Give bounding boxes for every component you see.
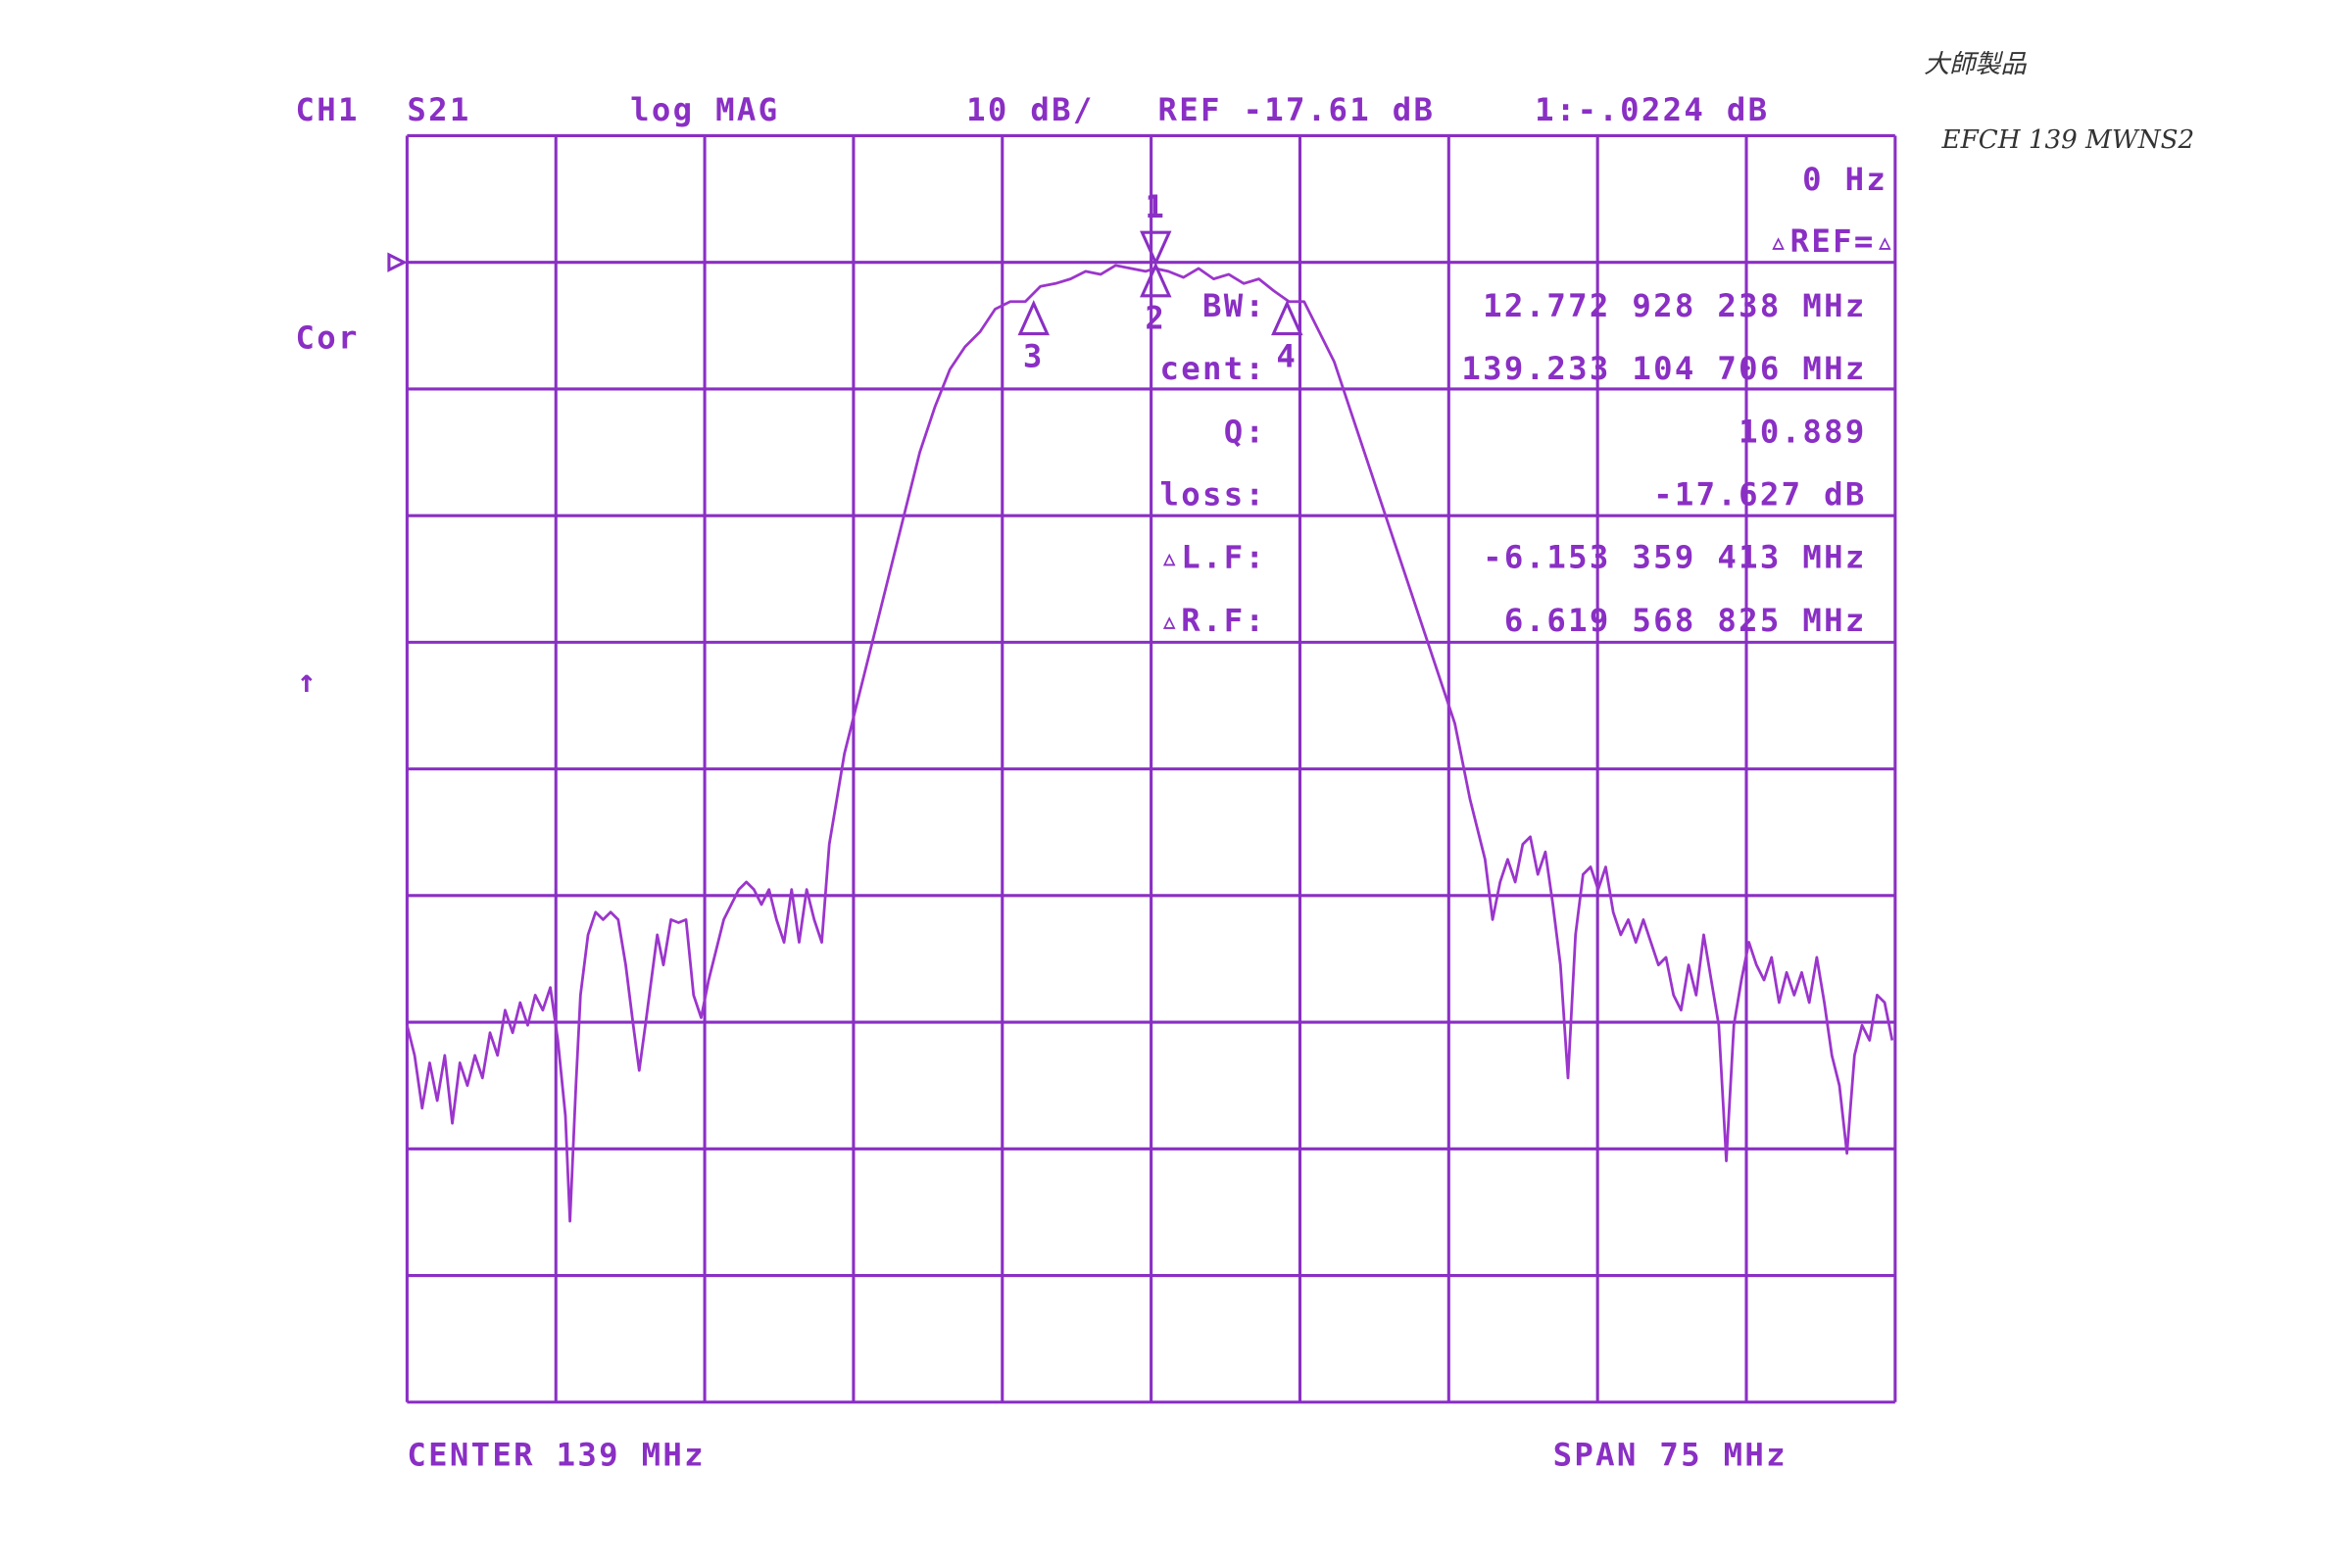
stat-value: -17.627 dB (1653, 476, 1867, 514)
trace (406, 264, 1894, 1223)
marker-label: 1 (1145, 188, 1166, 225)
format: log MAG (630, 91, 779, 128)
stat-value: 6.619 568 825 MHz (1504, 602, 1867, 639)
stat-value: 12.772 928 238 MHz (1483, 287, 1867, 324)
stat-value: 139.233 104 706 MHz (1461, 350, 1866, 387)
marker (1140, 262, 1172, 298)
handwriting: 大師製品 (1924, 50, 2027, 79)
stimulus: 0 Hz (1802, 161, 1887, 198)
arrow: ↑ (297, 662, 318, 700)
ref-pointer (387, 252, 408, 272)
marker (1017, 300, 1050, 336)
scale: 10 dB/ (966, 91, 1095, 128)
stat-label: cent: (1160, 350, 1267, 387)
marker-readout: 1:-.0224 dB (1535, 91, 1769, 128)
stat-value: -6.153 359 413 MHz (1483, 539, 1867, 576)
center: CENTER 139 MHz (407, 1436, 706, 1473)
marker (1271, 300, 1303, 336)
span: SPAN 75 MHz (1553, 1436, 1788, 1473)
reference: REF -17.61 dB (1158, 91, 1436, 128)
marker-label: 2 (1145, 300, 1166, 337)
ref-mode: ▵REF=▵ (1769, 222, 1897, 260)
marker-label: 4 (1276, 337, 1298, 374)
stat-label: BW: (1202, 287, 1266, 324)
parameter: S21 (407, 91, 470, 128)
stat-value: 10.889 (1739, 413, 1867, 450)
marker-label: 3 (1023, 337, 1045, 374)
stat-label: ▵R.F: (1160, 602, 1267, 639)
handwriting: EFCH 139 MWNS2 (1941, 125, 2195, 155)
stat-label: loss: (1160, 476, 1267, 514)
marker (1140, 230, 1172, 267)
stat-label: ▵L.F: (1160, 539, 1267, 576)
side-label: Cor (296, 318, 360, 356)
stat-label: Q: (1224, 413, 1267, 450)
channel: CH1 (296, 91, 360, 128)
